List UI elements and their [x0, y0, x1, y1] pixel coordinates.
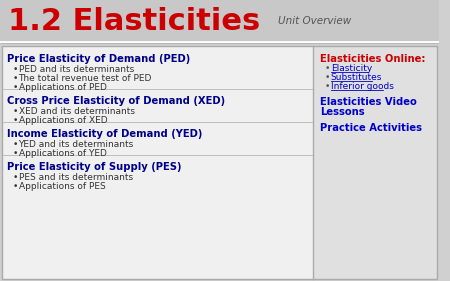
Text: •: • — [13, 65, 18, 74]
Text: •: • — [13, 149, 18, 158]
Text: Unit Overview: Unit Overview — [278, 16, 351, 26]
Bar — [2, 46, 313, 279]
Text: •: • — [325, 82, 330, 91]
Text: Substitutes: Substitutes — [331, 73, 382, 82]
Bar — [2, 46, 437, 279]
Text: Applications of PES: Applications of PES — [18, 182, 105, 191]
Text: Elasticities Video: Elasticities Video — [320, 97, 417, 107]
Text: Inferior goods: Inferior goods — [331, 82, 394, 91]
Bar — [0, 0, 439, 42]
Text: •: • — [325, 64, 330, 73]
Text: 1.2 Elasticities: 1.2 Elasticities — [8, 6, 260, 35]
Text: XED and its determinants: XED and its determinants — [18, 107, 135, 116]
Text: Price Elasticity of Demand (PED): Price Elasticity of Demand (PED) — [7, 54, 190, 64]
Text: Elasticity: Elasticity — [331, 64, 372, 73]
Text: Cross Price Elasticity of Demand (XED): Cross Price Elasticity of Demand (XED) — [7, 96, 225, 106]
Text: •: • — [13, 140, 18, 149]
Text: Applications of XED: Applications of XED — [18, 116, 107, 125]
Text: PES and its determinants: PES and its determinants — [18, 173, 133, 182]
Text: YED and its determinants: YED and its determinants — [18, 140, 134, 149]
Text: The total revenue test of PED: The total revenue test of PED — [18, 74, 152, 83]
Text: •: • — [325, 73, 330, 82]
Text: •: • — [13, 83, 18, 92]
Text: •: • — [13, 107, 18, 116]
Text: •: • — [13, 74, 18, 83]
Text: Practice Activities: Practice Activities — [320, 123, 422, 133]
Text: Lessons: Lessons — [320, 107, 364, 117]
Text: •: • — [13, 173, 18, 182]
Text: Elasticities Online:: Elasticities Online: — [320, 54, 426, 64]
Text: Applications of YED: Applications of YED — [18, 149, 106, 158]
Text: Applications of PED: Applications of PED — [18, 83, 106, 92]
Text: •: • — [13, 116, 18, 125]
Text: PED and its determinants: PED and its determinants — [18, 65, 134, 74]
Bar — [314, 46, 437, 279]
Text: Income Elasticity of Demand (YED): Income Elasticity of Demand (YED) — [7, 129, 202, 139]
Text: •: • — [13, 182, 18, 191]
Text: Price Elasticity of Supply (PES): Price Elasticity of Supply (PES) — [7, 162, 181, 172]
